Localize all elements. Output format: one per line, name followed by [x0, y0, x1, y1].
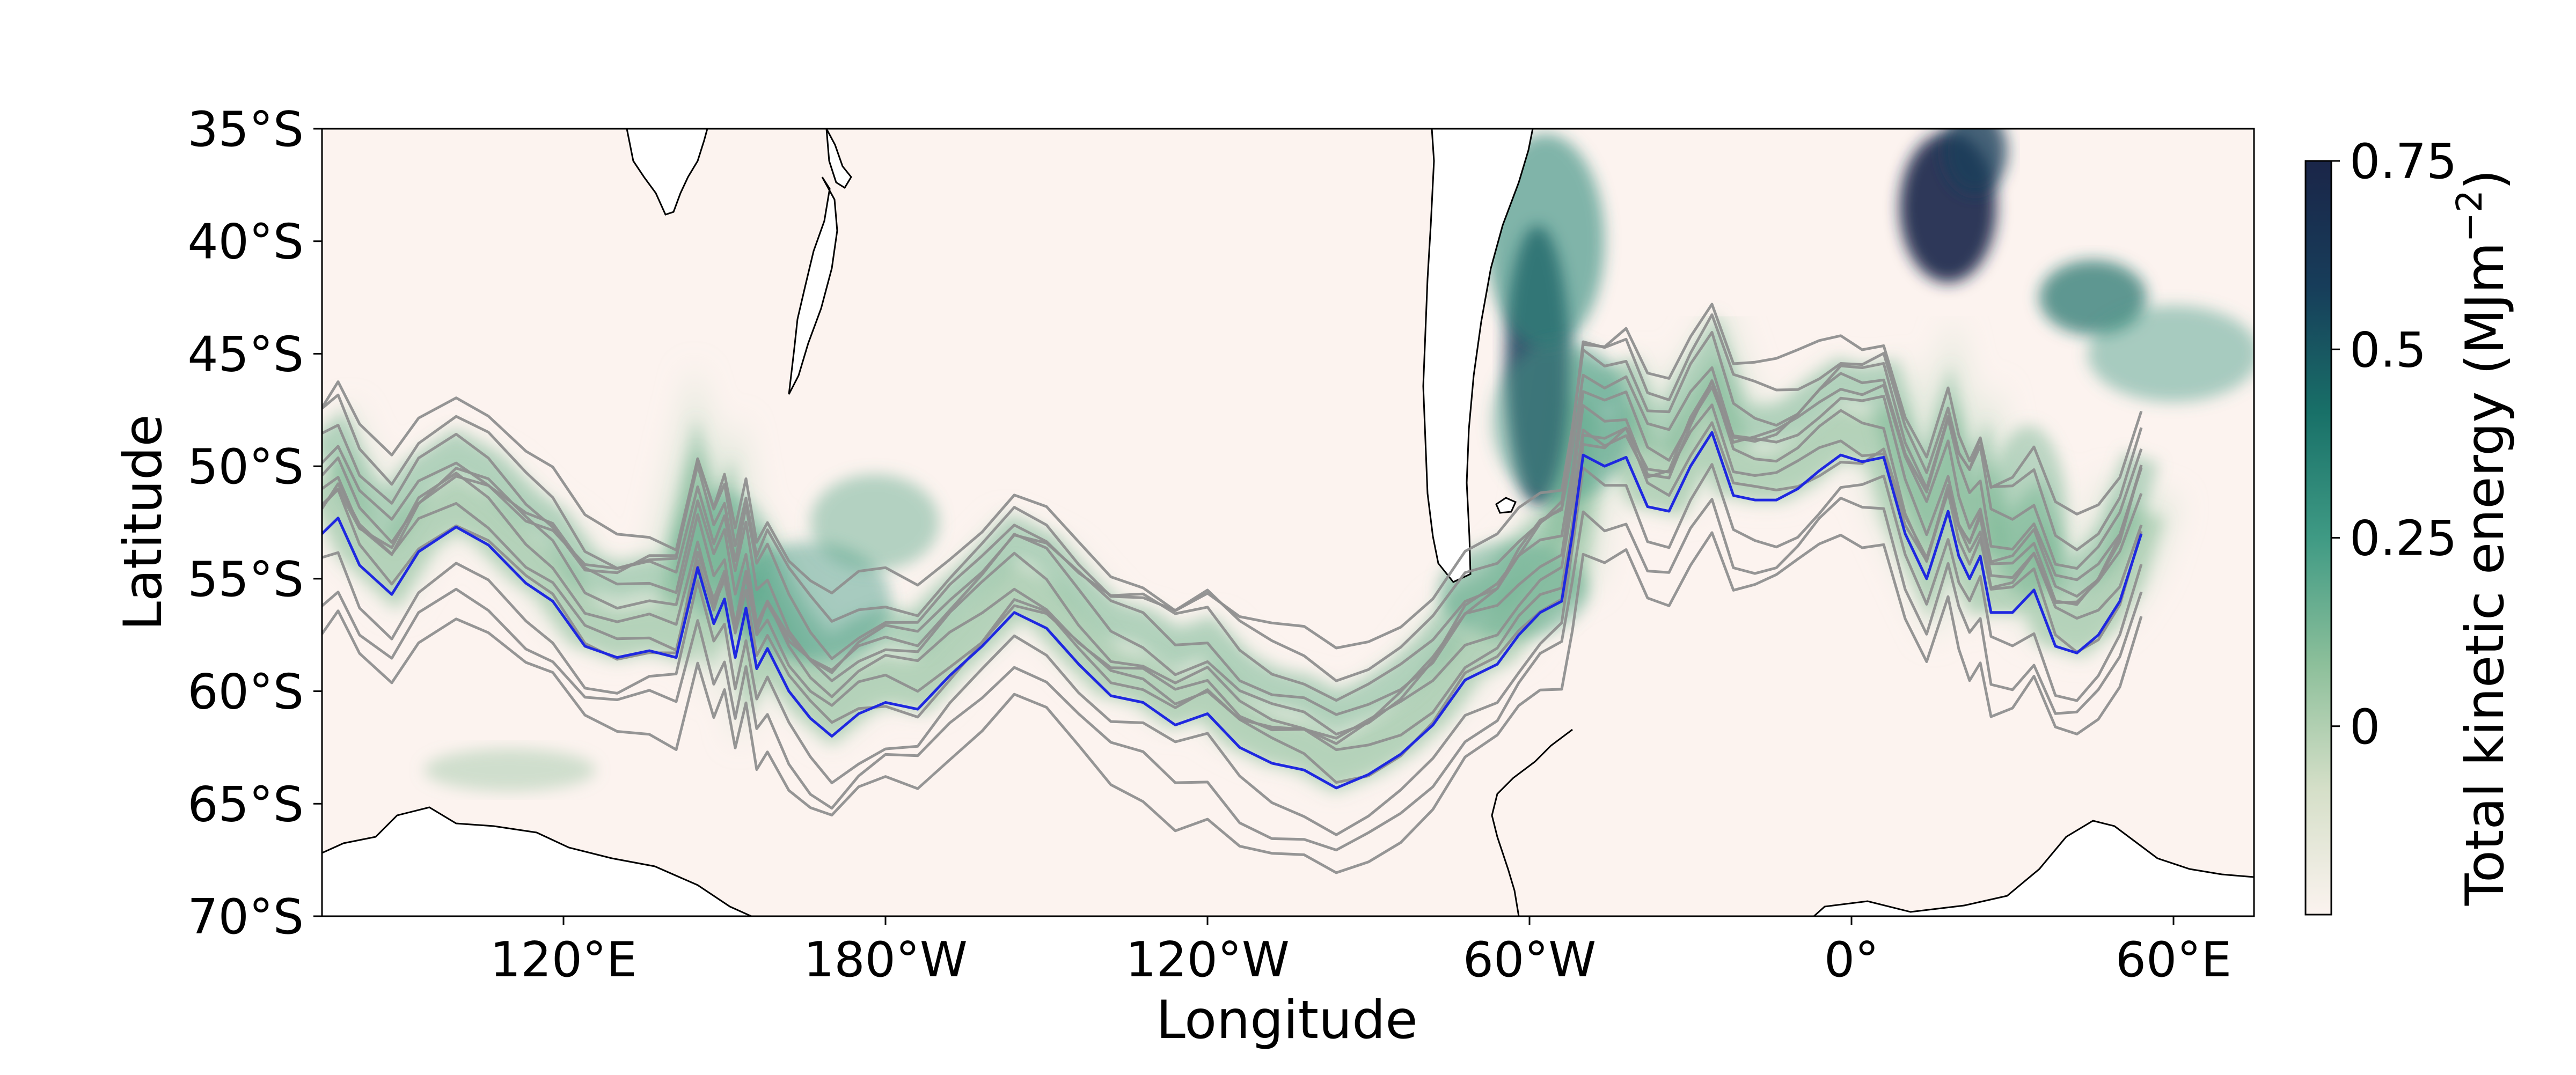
y-tick-label: 35°S — [187, 101, 304, 158]
colorbar-label-main: Total kinetic energy (MJm — [2455, 242, 2516, 906]
y-tick-label: 45°S — [187, 326, 304, 382]
y-tick-label: 40°S — [187, 214, 304, 270]
grey-contour-line — [322, 463, 2143, 836]
grey-contour-line — [322, 421, 2143, 784]
south-america-coast — [1422, 129, 1534, 583]
antarctica-coast-east — [1812, 820, 2254, 916]
colorbar-label-close: ) — [2455, 170, 2516, 190]
antarctic-peninsula — [1491, 728, 1573, 916]
coastlines — [322, 129, 2254, 916]
grey-contour-line — [322, 384, 2143, 736]
x-tick-label: 120°E — [490, 932, 637, 988]
antarctica-coast-west — [322, 806, 752, 916]
colorbar-tick-label: 0.5 — [2350, 322, 2426, 378]
energy-hotspot — [810, 474, 939, 571]
grey-contour-line — [322, 331, 2143, 702]
colorbar-tick-label: 0 — [2350, 699, 2380, 755]
plot-frame — [321, 128, 2255, 917]
grey-contour-line — [322, 366, 2143, 716]
australia-coast — [626, 129, 708, 216]
y-tick-label: 60°S — [187, 664, 304, 720]
x-tick-label: 60°W — [1463, 932, 1597, 988]
grey-contour-line — [322, 497, 2143, 852]
colorbar-ticks: 0.75 0.5 0.25 0 — [2331, 134, 2457, 755]
colorbar-tick-label: 0.75 — [2350, 134, 2457, 190]
energy-hotspot — [2088, 305, 2254, 402]
colorbar: 0.75 0.5 0.25 0 Total kinetic energy (MJm−2… — [2304, 134, 2516, 916]
y-axis-label: Latitude — [113, 414, 174, 630]
y-axis: 35°S 40°S 45°S 50°S 55°S 60°S 65°S 70°S — [187, 101, 322, 945]
x-axis: 120°E 180°W 120°W 60°W 0° 60°E — [490, 916, 2231, 988]
grey-contour-line — [322, 531, 2143, 874]
y-tick-label: 65°S — [187, 776, 304, 833]
x-tick-label: 180°W — [803, 932, 968, 988]
colorbar-tick-label: 0.25 — [2350, 511, 2457, 567]
y-tick-label: 55°S — [187, 551, 304, 608]
energy-hotspot — [1943, 129, 2007, 194]
colorbar-gradient — [2304, 160, 2332, 916]
colorbar-label-exponent: −2 — [2449, 190, 2490, 242]
x-tick-label: 120°W — [1125, 932, 1290, 988]
y-tick-label: 70°S — [187, 889, 304, 945]
highlighted-contour — [322, 431, 2143, 790]
new-zealand-north-island — [825, 129, 852, 189]
colorbar-label: Total kinetic energy (MJm−2) — [2449, 170, 2516, 906]
x-tick-label: 60°E — [2116, 932, 2231, 988]
x-tick-label: 0° — [1824, 932, 1879, 988]
grey-contour-line — [322, 379, 2143, 745]
grey-contours — [322, 303, 2143, 874]
new-zealand-south-island — [788, 176, 838, 395]
x-axis-label: Longitude — [1156, 990, 1417, 1051]
falkland-islands — [1495, 497, 1517, 514]
energy-hotspot — [424, 748, 596, 792]
y-tick-label: 50°S — [187, 439, 304, 495]
